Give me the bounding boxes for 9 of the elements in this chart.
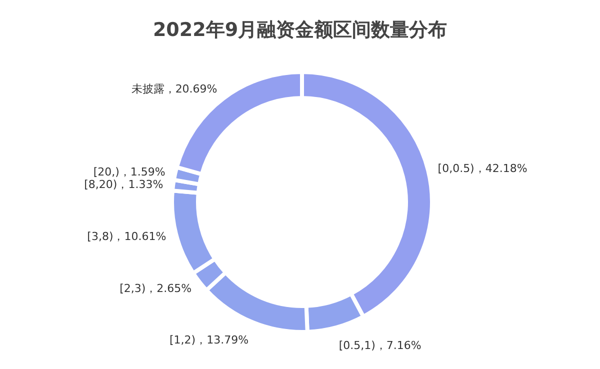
slice-label: [1,2)，13.79% xyxy=(170,333,249,346)
slice-label: [2,3)，2.65% xyxy=(120,282,192,296)
slice-label: [20,)，1.59% xyxy=(93,165,166,178)
slice-label: [8,20)，1.33% xyxy=(84,178,164,191)
chart-title: 2022年9月融资金额区间数量分布 xyxy=(152,19,448,41)
slice-label: 未披露，20.69% xyxy=(131,82,218,96)
slice-label: [0,0.5)，42.18% xyxy=(438,162,528,175)
slice-label: [0.5,1)，7.16% xyxy=(338,339,422,352)
slice-label: [3,8)，10.61% xyxy=(87,230,166,244)
